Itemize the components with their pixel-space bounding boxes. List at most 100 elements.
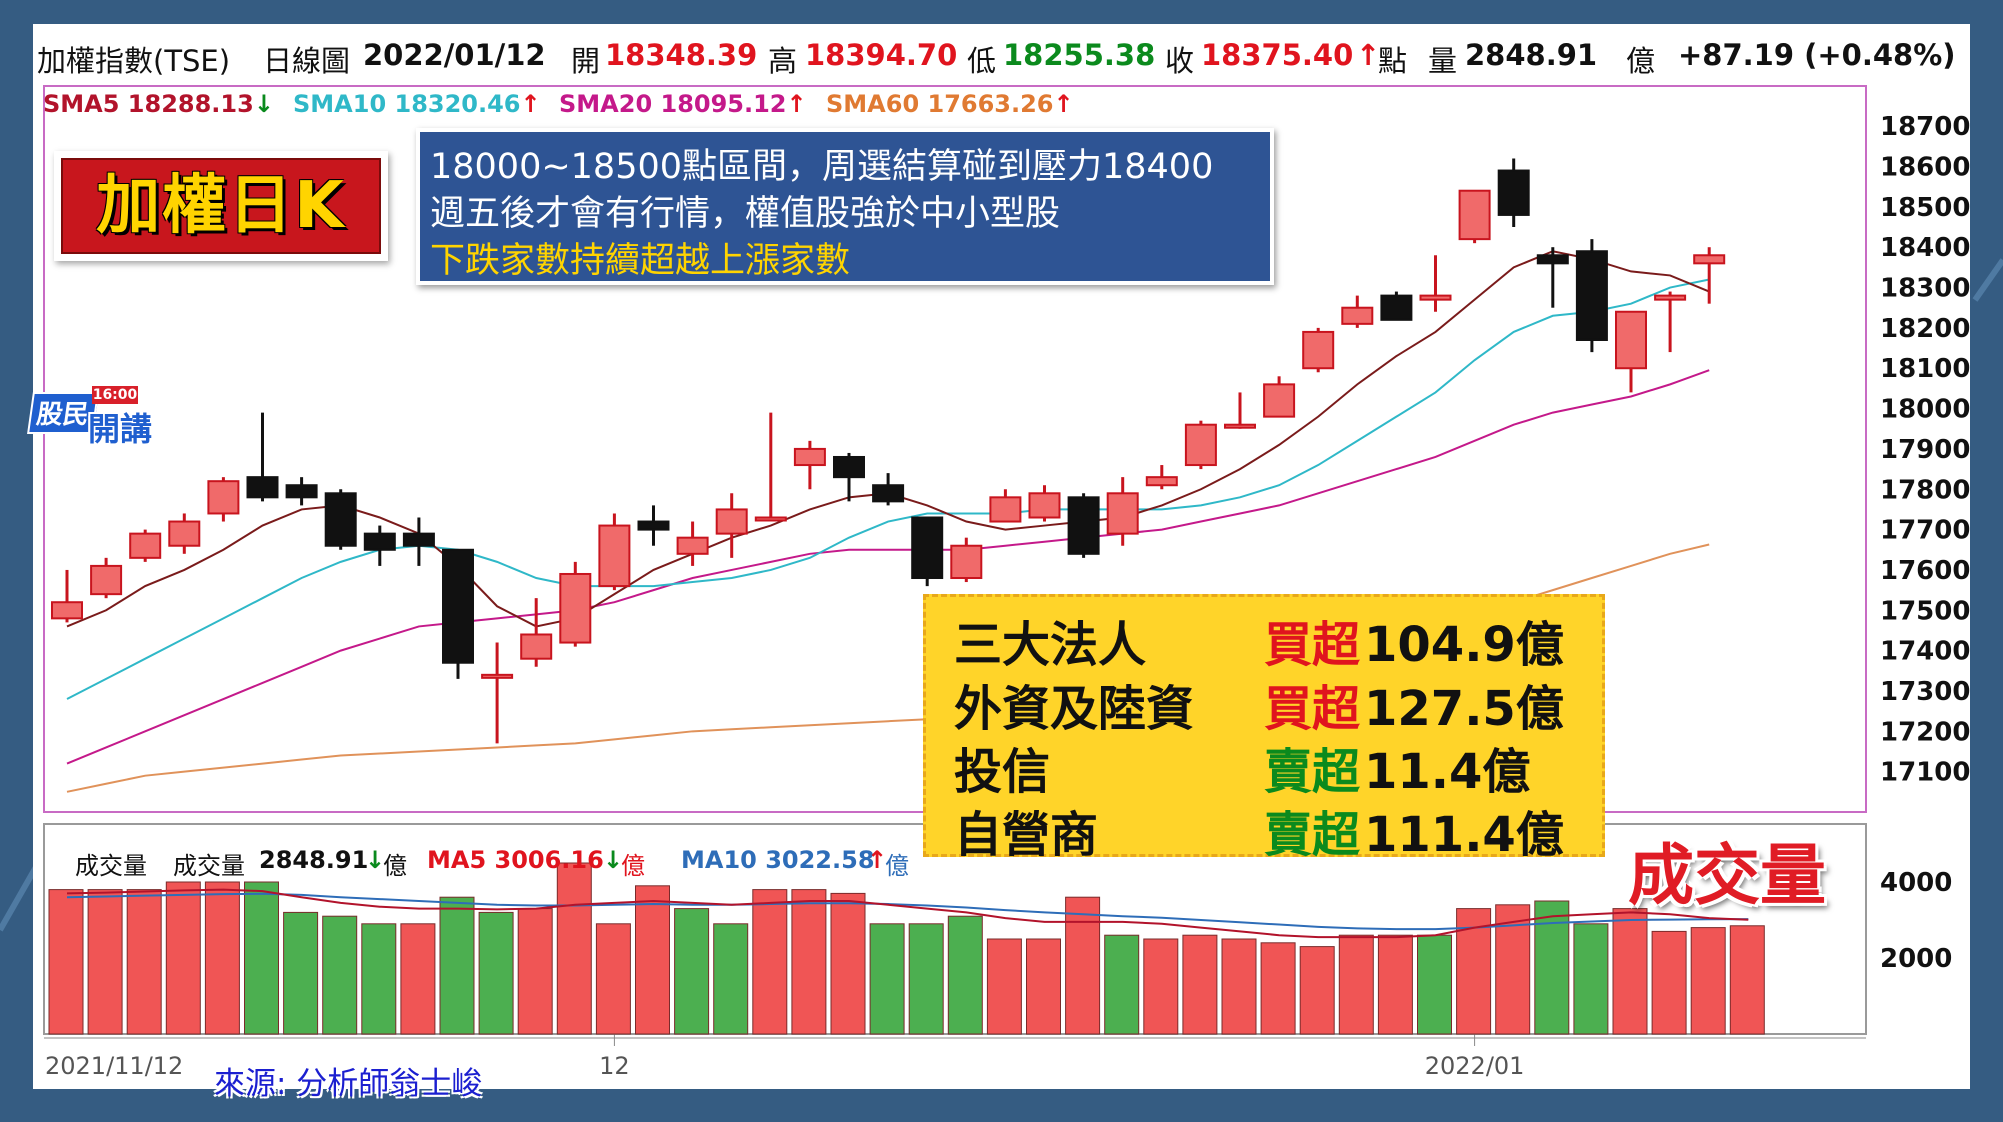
volume-bar	[947, 915, 983, 1035]
sma10-label: SMA10 18320.46	[293, 90, 521, 118]
candle-body	[950, 544, 983, 580]
volume-label: 量	[1428, 44, 1458, 78]
volume-bar	[1377, 934, 1413, 1035]
volume-bar	[517, 908, 553, 1035]
program-logo: 股民 16:00 開講	[27, 386, 176, 448]
candle-body	[363, 532, 396, 551]
volume-bar	[1651, 930, 1687, 1035]
ma5-down-arrow-icon: ↓	[603, 846, 624, 874]
volume-bar	[361, 923, 397, 1035]
volume-bar	[1260, 942, 1296, 1035]
candle-body	[637, 520, 670, 531]
volume-bar	[126, 889, 162, 1035]
institution-name: 投信	[954, 744, 1051, 800]
close-label: 收	[1165, 44, 1195, 78]
sma20-arrow-icon: ↑	[786, 90, 807, 118]
volume-bar	[595, 923, 631, 1035]
open-value: 18348.39	[605, 38, 758, 72]
sma20-legend: SMA20 18095.12↑	[559, 90, 807, 118]
volume-bar	[1534, 900, 1570, 1035]
volume-bar	[1338, 934, 1374, 1035]
volume-bar	[1182, 934, 1218, 1035]
volume-bar	[244, 881, 279, 1035]
open-label: 開	[571, 44, 601, 78]
candle-body	[1028, 492, 1061, 519]
sma60-label: SMA60 17663.26	[826, 90, 1054, 118]
institution-action: 賣超	[1264, 744, 1361, 800]
volume-bar	[1026, 938, 1061, 1035]
volume-bar	[986, 938, 1022, 1035]
index-name: 加權指數(TSE)	[37, 44, 231, 78]
close-value: 18375.40	[1201, 38, 1354, 72]
candle-body	[1067, 496, 1100, 555]
volume-value: 2848.91	[1465, 38, 1598, 72]
ma10-up-arrow-icon: ↑	[867, 846, 888, 874]
candle-body	[1302, 330, 1335, 370]
volume-panel-title: 成交量	[75, 852, 147, 880]
candlestick-chart: 17100 17200 17300 17400 17500 17600 17700 17800…	[43, 85, 1970, 1080]
ma5-legend-unit: 億	[621, 852, 645, 880]
candle-body	[246, 476, 279, 499]
price-tick-label: 17600	[1880, 556, 1970, 586]
candle-body	[1497, 169, 1530, 216]
institution-amount: 104.9億	[1364, 617, 1564, 673]
volume-tick-label: 2000	[1880, 944, 1952, 974]
candle-body	[793, 447, 826, 467]
candle-body	[90, 564, 123, 596]
candle-body	[324, 492, 357, 547]
volume-legend-value: 2848.91	[259, 846, 369, 874]
ma10-legend-unit: 億	[885, 852, 909, 880]
candle-body	[1654, 294, 1687, 301]
candle-body	[715, 508, 748, 535]
volume-bar	[87, 889, 123, 1035]
institution-action: 買超	[1264, 681, 1361, 737]
volume-down-arrow-icon: ↓	[365, 846, 386, 874]
candle-body	[402, 532, 435, 547]
chart-title-text: 加權日K	[61, 158, 381, 254]
candle-body	[598, 524, 631, 588]
logo-tail: 開講	[88, 410, 153, 448]
chart-title-badge: 加權日K	[54, 151, 388, 261]
institution-name: 自營商	[954, 807, 1099, 863]
institution-amount: 127.5億	[1364, 681, 1564, 737]
volume-bar	[322, 915, 358, 1035]
volume-bar	[1104, 934, 1140, 1035]
close-arrow-icon: ↑	[1356, 38, 1381, 72]
volume-bar	[478, 911, 514, 1035]
price-tick-label: 17800	[1880, 475, 1970, 505]
candle-body	[285, 484, 318, 499]
candle-body	[989, 496, 1022, 523]
institution-action: 賣超	[1264, 807, 1361, 863]
high-label: 高	[768, 44, 798, 78]
candle-body	[559, 572, 592, 644]
candle-body	[1693, 254, 1726, 265]
candle-body	[129, 532, 162, 559]
volume-badge: 成交量	[1628, 837, 1826, 914]
volume-ma5-line	[66, 888, 1749, 939]
volume-bar	[869, 923, 905, 1035]
candle-body	[1615, 310, 1647, 370]
sma20-line	[66, 369, 1710, 765]
volume-bar	[1612, 908, 1648, 1035]
volume-bar	[830, 892, 866, 1035]
close-unit: 點	[1378, 44, 1408, 78]
candle-body	[520, 633, 553, 660]
candle-body	[1575, 250, 1608, 341]
candle-body	[1224, 423, 1256, 429]
candle-body	[911, 516, 944, 580]
volume-legend-unit: 億	[383, 852, 407, 880]
candle-body	[207, 480, 240, 515]
note-line-1: 18000~18500點區間，周選結算碰到壓力18400	[430, 147, 1214, 187]
volume-unit: 億	[1626, 44, 1656, 78]
volume-bar	[204, 881, 240, 1035]
candle-body	[442, 548, 474, 664]
volume-bar	[165, 881, 201, 1035]
price-tick-label: 18200	[1880, 314, 1970, 344]
institution-name: 三大法人	[954, 617, 1147, 673]
volume-bar	[439, 896, 475, 1035]
candle-body	[676, 536, 709, 555]
volume-bar	[1221, 938, 1257, 1035]
change-value: +87.19 (+0.48%)	[1678, 38, 1956, 72]
volume-bar	[1299, 946, 1335, 1035]
ma10-legend-label: MA10 3022.58	[681, 846, 875, 874]
